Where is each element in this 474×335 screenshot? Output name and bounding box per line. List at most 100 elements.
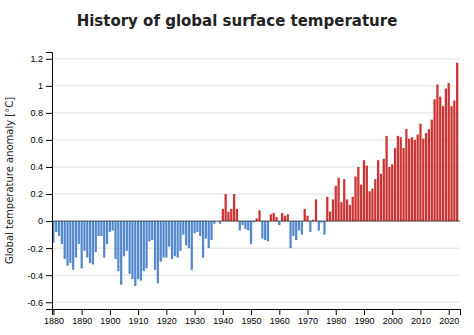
tick: 0.2 — [30, 189, 52, 199]
tick-label: 1990 — [354, 316, 374, 326]
bar — [72, 221, 74, 270]
tick: 1 — [38, 81, 52, 91]
bar — [411, 137, 413, 221]
bar — [157, 221, 159, 283]
bar — [326, 197, 328, 221]
x-axis: 1880189019001910192019301940195019601970… — [44, 309, 461, 326]
bar — [335, 186, 337, 221]
plot: 1880189019001910192019301940195019601970… — [27, 53, 460, 327]
tick: 0 — [38, 216, 52, 226]
bar — [436, 84, 438, 221]
bar — [78, 221, 80, 244]
tick-mark — [46, 86, 52, 87]
tick-mark — [308, 309, 309, 315]
bar — [301, 221, 303, 235]
bar — [287, 214, 289, 221]
bar — [174, 221, 176, 256]
tick-mark — [364, 309, 365, 315]
bar — [103, 221, 105, 258]
bar — [154, 221, 156, 270]
bar — [233, 194, 235, 221]
tick-mark — [138, 309, 139, 315]
tick: 0.6 — [30, 135, 52, 145]
bar — [210, 221, 212, 240]
bar — [405, 129, 407, 221]
bar — [97, 221, 99, 236]
bar — [400, 137, 402, 221]
tick-label: 2010 — [411, 316, 431, 326]
tick-label: 0.6 — [30, 135, 43, 145]
tick: 1960 — [270, 309, 290, 326]
tick-label: 1.2 — [30, 54, 43, 64]
tick-label: 2020 — [439, 316, 459, 326]
tick: 1950 — [242, 309, 262, 326]
tick: 1970 — [298, 309, 318, 326]
tick-label: 1980 — [326, 316, 346, 326]
bar — [453, 101, 455, 221]
bar — [318, 221, 320, 230]
bar — [95, 221, 97, 252]
bar — [81, 221, 83, 268]
bar — [208, 221, 210, 248]
bar — [117, 221, 119, 271]
bar — [199, 221, 201, 236]
tick-label: 0.8 — [30, 108, 43, 118]
tick-label: 1880 — [44, 316, 64, 326]
bar — [385, 136, 387, 221]
bar — [306, 216, 308, 221]
tick: -0.2 — [27, 244, 52, 254]
tick-label: 1890 — [72, 316, 92, 326]
bar — [123, 221, 125, 256]
tick-label: -0.4 — [27, 271, 43, 281]
bar — [408, 139, 410, 222]
tick: -0.6 — [27, 298, 52, 308]
bar — [374, 179, 376, 221]
bar — [256, 218, 258, 221]
tick-mark — [46, 248, 52, 249]
bar — [337, 178, 339, 221]
bar — [357, 167, 359, 221]
bar — [64, 221, 66, 259]
tick-label: 0.4 — [30, 162, 43, 172]
tick-label: 2000 — [383, 316, 403, 326]
bar — [185, 221, 187, 245]
bars — [52, 63, 458, 286]
grid-line — [52, 112, 460, 113]
tick: 1980 — [326, 309, 346, 326]
bar — [168, 221, 170, 247]
bar — [442, 106, 444, 221]
tick-label: 0.2 — [30, 189, 43, 199]
bar — [270, 214, 272, 221]
bar — [109, 221, 111, 232]
axis-line — [53, 310, 461, 316]
tick-mark — [336, 309, 337, 315]
bar — [397, 136, 399, 221]
tick-mark — [46, 221, 52, 222]
bar — [247, 221, 249, 230]
bar — [143, 221, 145, 271]
bar — [114, 221, 116, 259]
bar — [275, 217, 277, 221]
tick-mark — [195, 309, 196, 315]
bar — [213, 221, 215, 224]
tick-mark — [46, 302, 52, 303]
bar — [360, 185, 362, 222]
tick: 0.4 — [30, 162, 52, 172]
tick-label: 1960 — [270, 316, 290, 326]
tick: 1880 — [44, 309, 64, 326]
bar — [323, 221, 325, 235]
tick-mark — [82, 309, 83, 315]
tick-mark — [46, 140, 52, 141]
bar — [371, 189, 373, 221]
bar — [352, 197, 354, 221]
bar — [179, 221, 181, 251]
y-axis: -0.6 -0.4 -0.2 0 0.2 0.4 0.6 0.8 1 1.2 — [27, 53, 52, 310]
tick: 0.8 — [30, 108, 52, 118]
tick: 1940 — [213, 309, 233, 326]
bar — [69, 221, 71, 263]
bar — [394, 148, 396, 221]
bar — [273, 213, 275, 221]
bar — [448, 83, 450, 221]
bar — [428, 129, 430, 221]
tick-label: 1970 — [298, 316, 318, 326]
